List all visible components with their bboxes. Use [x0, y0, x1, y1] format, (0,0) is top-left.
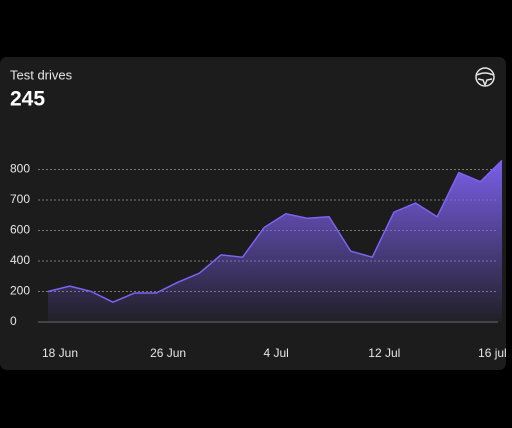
area-line — [47, 159, 503, 303]
x-tick-label: 26 Jun — [150, 346, 186, 360]
x-tick-label: 16 jul — [478, 346, 507, 360]
y-tick-label: 400 — [10, 253, 30, 267]
x-tick-label: 4 Jul — [264, 346, 289, 360]
y-tick-label: 0 — [10, 314, 17, 328]
steering-icon[interactable] — [475, 67, 495, 87]
y-tick-label: 800 — [10, 162, 30, 176]
card-title: Test drives — [10, 67, 73, 82]
y-tick-label: 200 — [10, 284, 30, 298]
total-value: 245 — [10, 88, 45, 111]
x-tick-label: 18 Jun — [42, 346, 78, 360]
area-fill — [48, 160, 502, 322]
x-tick-label: 12 Jul — [368, 346, 400, 360]
y-tick-label: 600 — [10, 223, 30, 237]
y-tick-label: 700 — [10, 192, 30, 206]
